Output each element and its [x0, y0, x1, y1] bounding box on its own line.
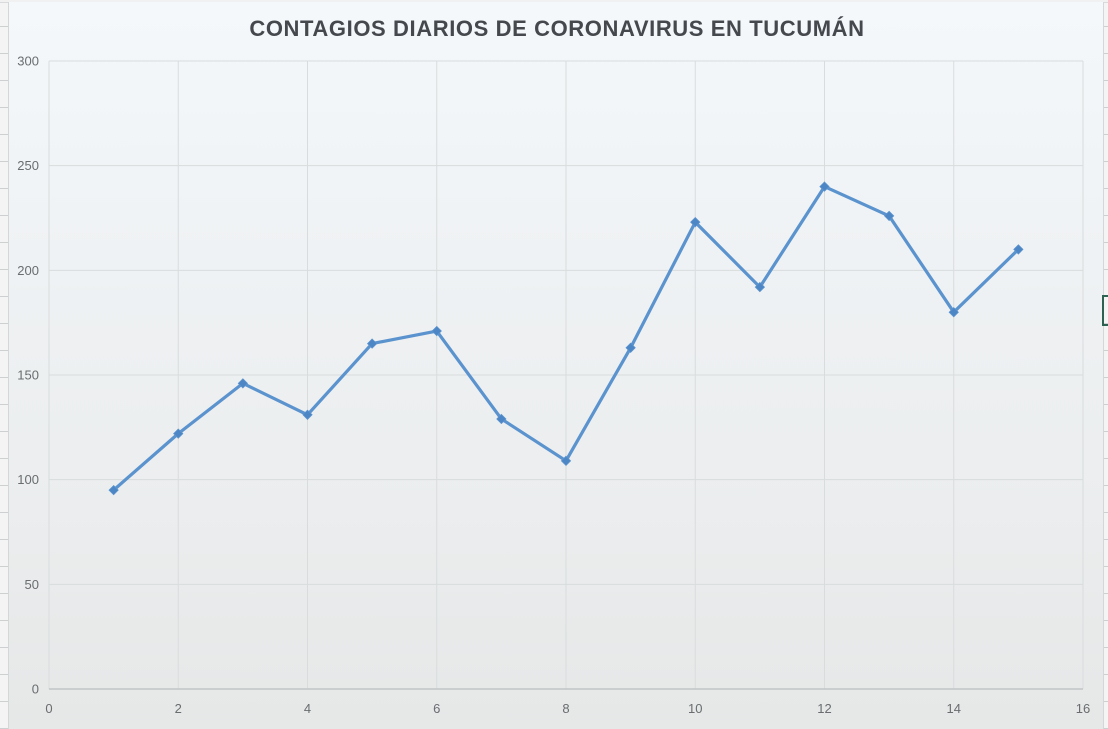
data-point-marker — [690, 217, 701, 228]
data-point-marker — [819, 181, 830, 192]
x-tick-label: 16 — [1076, 701, 1090, 716]
spreadsheet-right-strip — [1104, 0, 1108, 729]
data-point-marker — [1013, 244, 1024, 255]
data-point-marker — [948, 307, 959, 318]
x-tick-label: 0 — [45, 701, 52, 716]
data-point-marker — [173, 428, 184, 439]
y-tick-label: 150 — [17, 368, 39, 383]
x-tick-label: 4 — [304, 701, 311, 716]
data-point-marker — [431, 325, 442, 337]
y-tick-label: 50 — [25, 577, 39, 592]
line-chart-plot: 0 50 100 150 200 250 300 0 2 4 6 8 10 12 14 16 — [17, 54, 1090, 717]
selected-cell-outline — [1102, 295, 1108, 326]
y-tick-label: 0 — [32, 682, 39, 697]
data-point-marker — [560, 455, 572, 466]
x-tick-label: 14 — [947, 701, 961, 716]
y-tick-label: 250 — [17, 158, 39, 173]
x-tick-label: 2 — [175, 701, 182, 716]
chart-title: CONTAGIOS DIARIOS DE CORONAVIRUS EN TUCU… — [249, 16, 865, 41]
spreadsheet-left-strip — [0, 0, 8, 729]
y-tick-label: 100 — [17, 472, 39, 487]
data-point-marker — [496, 413, 507, 425]
x-tick-label: 12 — [817, 701, 831, 716]
data-point-marker — [108, 484, 119, 496]
y-tick-label: 300 — [17, 54, 39, 69]
data-point-marker — [625, 342, 636, 353]
data-point-marker — [366, 338, 378, 349]
chart-object[interactable]: CONTAGIOS DIARIOS DE CORONAVIRUS EN TUCU… — [8, 2, 1104, 729]
y-tick-label: 200 — [17, 263, 39, 278]
x-tick-label: 8 — [562, 701, 569, 716]
data-point-marker — [237, 378, 249, 389]
x-tick-label: 10 — [688, 701, 702, 716]
data-point-marker — [754, 281, 766, 293]
x-tick-label: 6 — [433, 701, 440, 716]
data-point-marker — [883, 210, 895, 222]
data-point-marker — [302, 409, 313, 420]
